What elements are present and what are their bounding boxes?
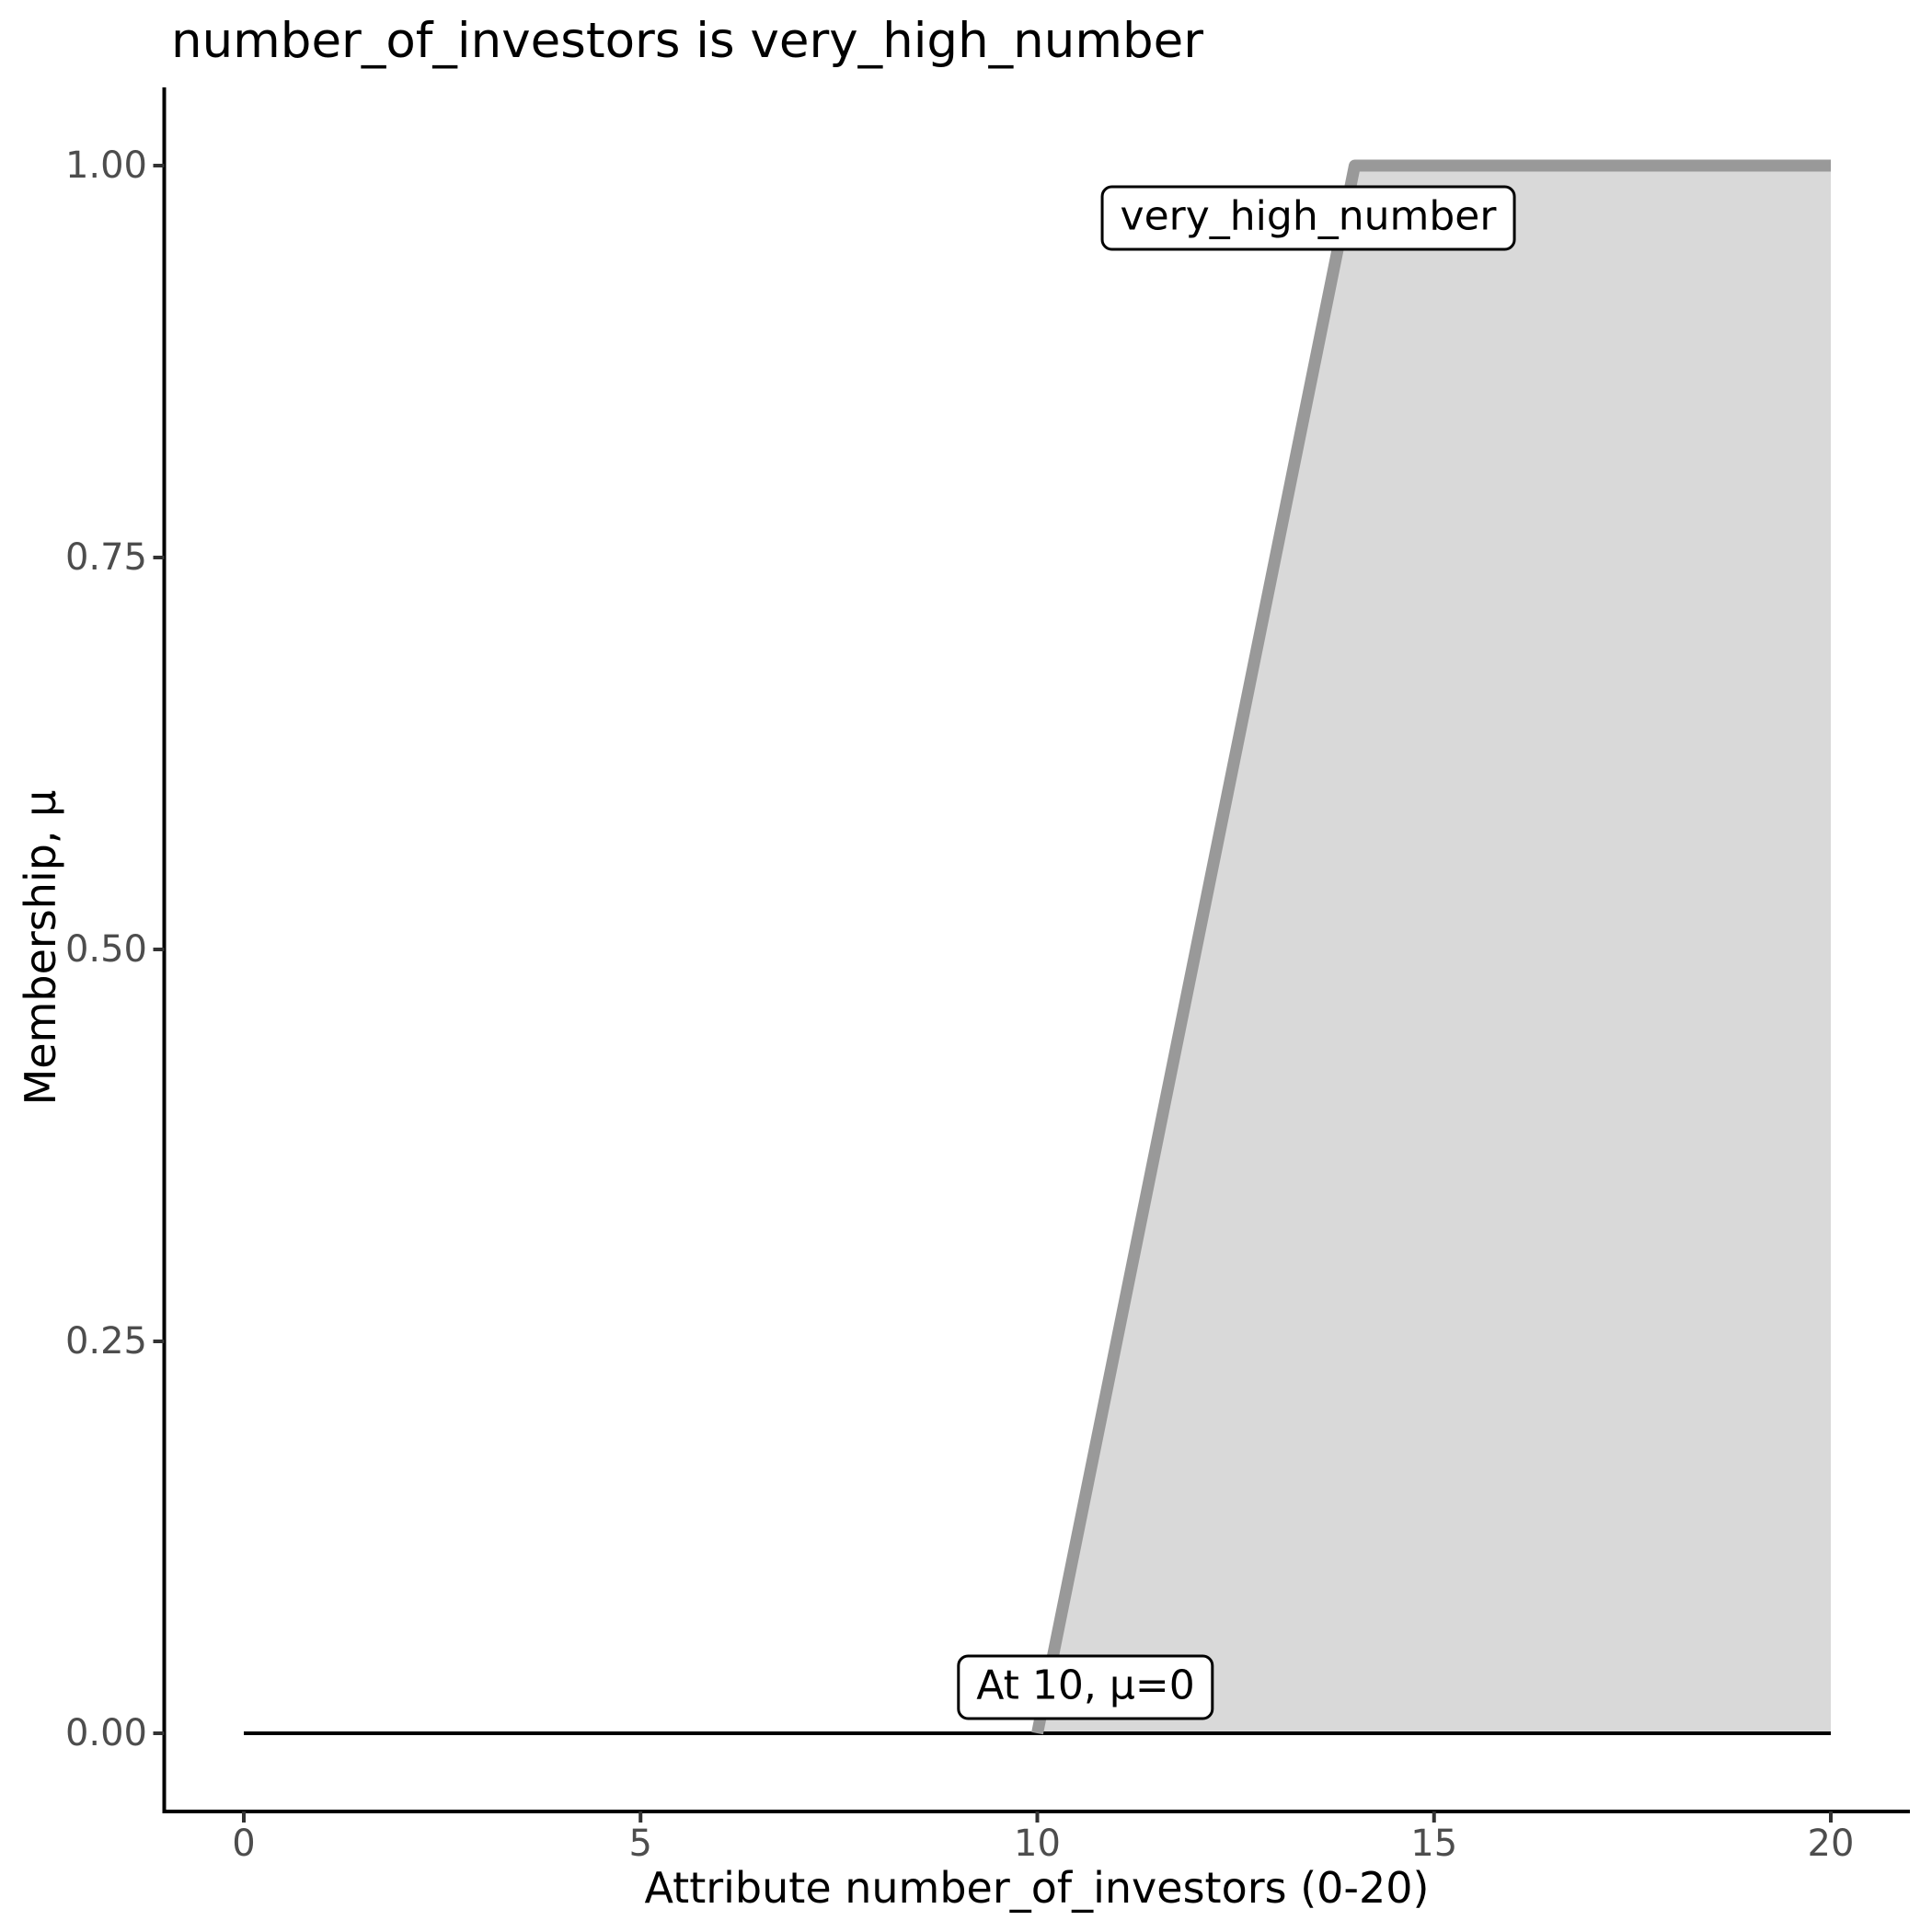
y-tick-label: 0.00 xyxy=(64,1712,147,1754)
membership-line-layer xyxy=(244,159,1831,1735)
membership-fill-layer xyxy=(1037,166,1831,1733)
x-axis-title: Attribute number_of_investors (0-20) xyxy=(644,1863,1430,1913)
x-tick-label: 20 xyxy=(1807,1823,1855,1865)
y-tick-label: 0.75 xyxy=(64,536,147,579)
y-tick-label: 0.50 xyxy=(64,928,147,971)
tick-layer xyxy=(153,164,1833,1823)
x-tick-label: 0 xyxy=(232,1823,256,1865)
x-tick-label: 5 xyxy=(628,1823,652,1865)
annotation-at-10-mu-0: At 10, μ=0 xyxy=(957,1654,1214,1720)
chart-title: number_of_investors is very_high_number xyxy=(171,13,1204,69)
y-tick-label: 1.00 xyxy=(64,144,147,187)
y-tick-label: 0.25 xyxy=(64,1320,147,1363)
membership-line xyxy=(1031,159,1831,1735)
annotation-very-high-number: very_high_number xyxy=(1100,185,1516,251)
x-tick-label: 15 xyxy=(1410,1823,1458,1865)
x-tick-label: 10 xyxy=(1014,1823,1061,1865)
y-axis-title: Membership, μ xyxy=(16,789,65,1106)
membership-fill xyxy=(1037,166,1831,1733)
